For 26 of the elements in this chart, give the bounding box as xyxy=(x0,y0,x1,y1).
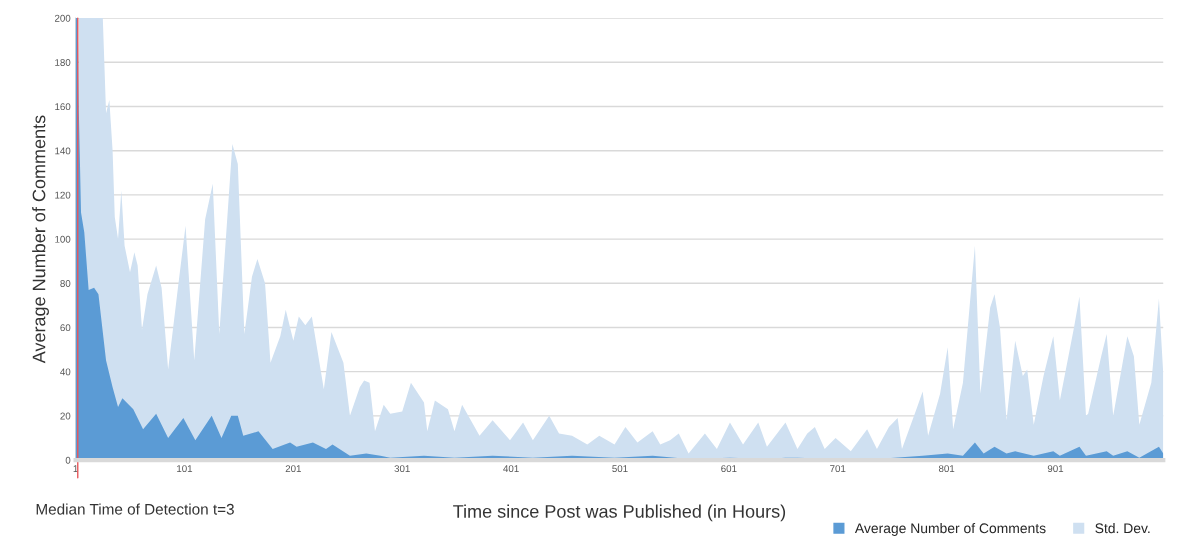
y-tick-label: 80 xyxy=(60,280,71,287)
legend-label: Average Number of Comments xyxy=(854,523,1046,536)
y-tick-label: 0 xyxy=(65,456,71,464)
y-tick-label: 160 xyxy=(55,103,71,111)
y-tick-label: 140 xyxy=(55,147,71,155)
y-tick-label: 180 xyxy=(55,59,71,66)
y-tick-label: 40 xyxy=(60,368,71,376)
y-tick-label: 100 xyxy=(55,235,71,243)
y-axis-title: Average Number of Comments xyxy=(32,115,49,364)
x-tick-label: 601 xyxy=(721,465,737,473)
x-tick-label: 201 xyxy=(285,465,301,473)
x-tick-label: 501 xyxy=(612,465,628,473)
x-tick-label: 801 xyxy=(938,465,955,473)
y-tick-label: 60 xyxy=(60,324,71,332)
x-tick-label: 901 xyxy=(1047,465,1064,473)
x-tick-label: 301 xyxy=(394,465,410,473)
x-tick-label: 101 xyxy=(177,465,193,473)
x-tick-label: 1 xyxy=(73,465,78,472)
legend-label: Std. Dev. xyxy=(1095,523,1150,534)
x-tick-label: 701 xyxy=(830,465,846,473)
x-tick-label: 401 xyxy=(503,465,519,473)
text: Median Time of Detection t=3 xyxy=(36,503,234,515)
y-tick-label: 20 xyxy=(60,412,71,420)
y-tick-label: 200 xyxy=(54,14,71,22)
x-axis-title: Time since Post was Published (in Hours) xyxy=(453,504,786,522)
y-tick-label: 120 xyxy=(55,191,71,199)
